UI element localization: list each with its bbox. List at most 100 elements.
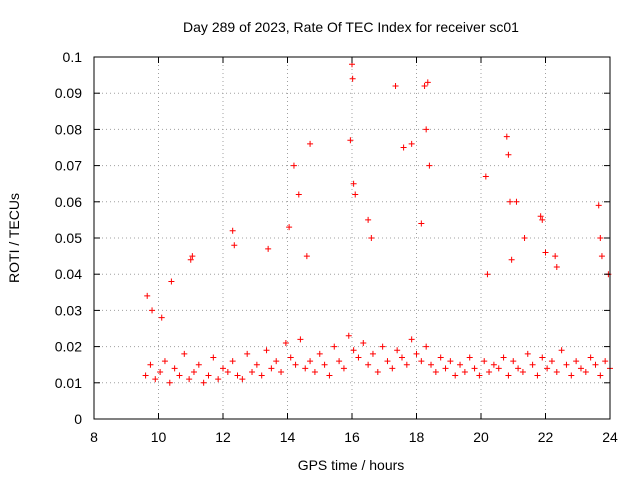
data-point [513,198,520,205]
data-point [369,350,376,357]
data-point [307,140,314,147]
data-point [286,224,293,231]
data-point [374,368,381,375]
data-point [263,347,270,354]
data-point [307,358,314,365]
data-point [210,354,217,361]
y-tick-label: 0.02 [55,339,82,355]
data-point [577,365,584,372]
data-point [229,358,236,365]
data-point [423,343,430,350]
data-point [316,350,323,357]
data-point [437,354,444,361]
x-tick-labels: 8 10 12 14 16 18 20 22 24 [90,429,618,445]
data-point [553,368,560,375]
data-point [587,354,594,361]
points-layer [142,61,613,386]
data-point [542,249,549,256]
data-point [482,173,489,180]
data-point [350,180,357,187]
data-point [336,358,343,365]
data-point [355,354,362,361]
data-point [220,365,226,372]
data-point [602,358,609,365]
data-point [239,376,246,383]
data-point [505,151,512,158]
data-point [147,361,154,368]
data-point [158,314,165,321]
y-axis-label: ROTI / TECUs [6,193,22,283]
data-point [205,372,212,379]
data-point [521,235,528,241]
data-point [426,162,433,169]
data-point [597,372,604,379]
data-point [290,162,297,169]
data-point [408,336,415,343]
data-point [321,361,328,368]
data-point [231,242,238,249]
data-point [534,372,541,379]
data-point [413,350,420,357]
data-point [544,365,551,372]
data-point [519,368,526,375]
data-point [181,350,188,357]
data-point [295,191,302,198]
data-point [253,361,260,368]
data-point [548,358,555,365]
x-tick-label: 14 [280,429,296,445]
y-tick-label: 0.06 [55,194,82,210]
y-tick-labels: 0 0.01 0.02 0.03 0.04 0.05 0.06 0.07 0.08 0.09 0.1 [55,49,82,427]
data-point [268,365,275,372]
data-point [568,372,575,379]
data-point [176,372,183,379]
data-point [428,361,435,368]
data-point [432,368,439,375]
data-point [331,343,338,350]
data-point [265,245,272,252]
data-point [187,256,194,263]
data-point [292,361,299,368]
y-tick-label: 0.08 [55,121,82,137]
data-point [389,365,396,372]
grid-layer [94,57,610,419]
data-point [595,202,602,209]
data-point [311,368,318,375]
data-point [539,216,546,223]
data-point [384,358,391,365]
data-point [423,126,430,133]
data-point [452,372,459,379]
data-point [461,368,468,375]
data-point [166,379,173,386]
data-point [278,368,285,375]
y-tick-label: 0.09 [55,85,82,101]
y-tick-label: 0.01 [55,375,82,391]
data-point [563,361,570,368]
data-point [418,358,425,365]
data-point [597,235,604,241]
data-point [142,372,149,379]
data-point [403,361,410,368]
data-point [190,368,197,375]
data-point [224,368,231,375]
data-point [424,79,431,86]
y-tick-label: 0.1 [63,49,83,65]
data-point [524,350,531,357]
data-point [598,253,605,260]
data-point [144,292,151,299]
y-tick-label: 0 [74,411,82,427]
data-point [302,365,309,372]
x-axis-label: GPS time / hours [298,457,405,473]
data-point [515,365,522,372]
x-tick-label: 12 [215,429,231,445]
x-tick-label: 20 [473,429,489,445]
data-point [350,347,357,354]
data-point [418,220,425,227]
y-tick-label: 0.03 [55,302,82,318]
data-point [157,368,164,375]
data-point [500,354,507,361]
data-point [553,263,560,270]
data-point [508,256,515,263]
y-tick-label: 0.05 [55,230,82,246]
chart-title: Day 289 of 2023, Rate Of TEC Index for r… [183,19,519,35]
data-point [558,347,565,354]
